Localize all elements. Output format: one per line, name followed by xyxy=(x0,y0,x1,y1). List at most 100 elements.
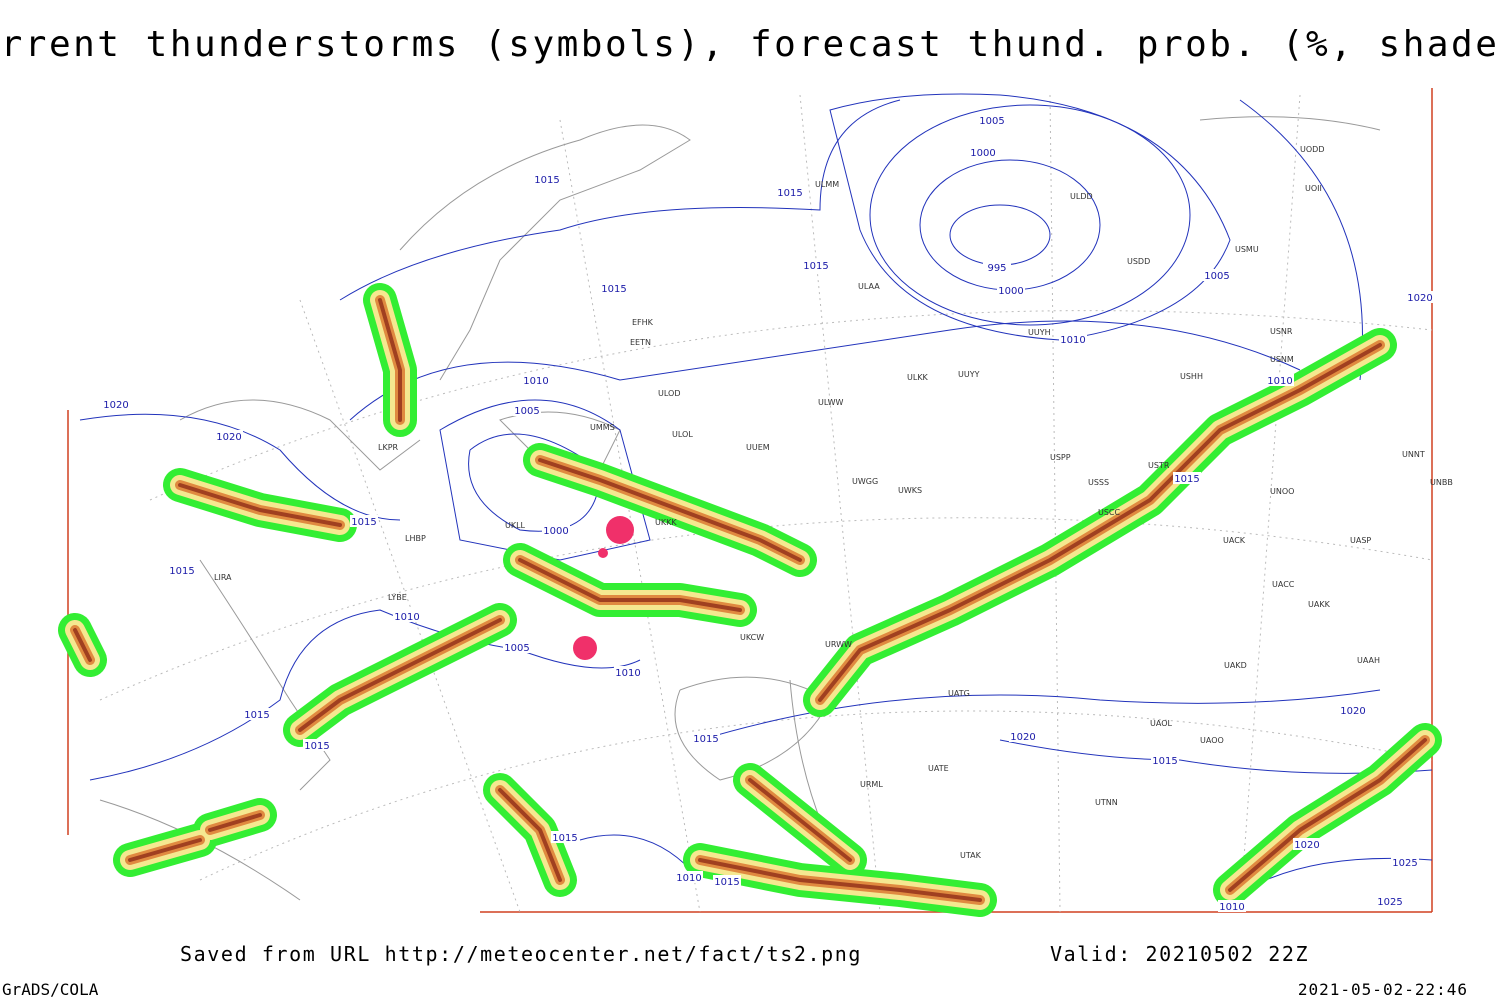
isobar-label-bg xyxy=(997,284,1025,296)
station-code: UTNN xyxy=(1095,798,1118,807)
isobar-label-bg xyxy=(983,261,1011,273)
isobar-label-bg xyxy=(675,871,703,883)
isobar-label: 1010 xyxy=(676,873,701,884)
isobar-label: 1015 xyxy=(693,734,718,745)
isobar-label: 1025 xyxy=(1392,858,1417,869)
station-code: USHH xyxy=(1180,372,1203,381)
isobar-label-bg xyxy=(513,404,541,416)
isobar-label: 1020 xyxy=(1294,840,1319,851)
isobar-label: 1015 xyxy=(534,175,559,186)
isobar-label: 1015 xyxy=(304,741,329,752)
station-code: UATE xyxy=(928,764,949,773)
isobar-label-bg xyxy=(551,831,579,843)
station-code: UACC xyxy=(1272,580,1295,589)
isobar-label-bg xyxy=(1266,374,1294,386)
station-code: UKCW xyxy=(740,633,764,642)
station-code: USCC xyxy=(1098,508,1121,517)
isobar-label: 1020 xyxy=(103,400,128,411)
isobar xyxy=(1239,99,1363,381)
isobar xyxy=(829,93,1231,341)
station-code: USTR xyxy=(1148,461,1170,470)
isobar-label: 1010 xyxy=(1219,902,1244,913)
graticule-line xyxy=(1239,94,1301,913)
probability-band xyxy=(818,343,1382,702)
isobar xyxy=(79,413,401,521)
isobar xyxy=(349,320,1301,421)
isobar-label: 1015 xyxy=(1152,756,1177,767)
isobar-label-bg xyxy=(243,708,271,720)
station-code: UNNT xyxy=(1402,450,1425,459)
station-code: UOII xyxy=(1305,184,1322,193)
probability-band xyxy=(698,858,982,902)
station-code: ULMM xyxy=(815,180,839,189)
station-code: LIRA xyxy=(214,573,232,582)
isobar-label-bg xyxy=(1376,895,1404,907)
probability-band xyxy=(73,628,92,662)
isobar-label: 1015 xyxy=(351,517,376,528)
isobar xyxy=(869,104,1191,326)
isobar-label: 1005 xyxy=(504,643,529,654)
probability-band xyxy=(518,558,742,612)
isobar-label: 1010 xyxy=(1060,335,1085,346)
graticule-line xyxy=(199,710,1433,881)
isobar-label: 1015 xyxy=(803,261,828,272)
station-code: UKLL xyxy=(505,521,526,530)
probability-band xyxy=(1228,738,1427,892)
station-code: UASP xyxy=(1350,536,1371,545)
isobar-label-bg xyxy=(1218,900,1246,912)
station-code: UAOO xyxy=(1200,736,1224,745)
isobar xyxy=(339,99,901,301)
software-credit: GrADS/COLA xyxy=(2,980,99,999)
station-code: UODD xyxy=(1300,145,1324,154)
map-area xyxy=(68,88,1432,912)
isobar-label: 1010 xyxy=(394,612,419,623)
station-code: LKPR xyxy=(378,443,399,452)
graticule-line xyxy=(799,94,881,913)
isobar-label-bg xyxy=(600,282,628,294)
station-code: UMMS xyxy=(590,423,615,432)
isobar-label-bg xyxy=(533,173,561,185)
station-code: ULWW xyxy=(818,398,843,407)
isobar-label-bg xyxy=(1203,269,1231,281)
station-code: USSS xyxy=(1088,478,1109,487)
isobar xyxy=(89,609,641,781)
isobar-label-bg xyxy=(776,186,804,198)
isobar-label: 1015 xyxy=(1174,474,1199,485)
isobar-label-bg xyxy=(1391,856,1419,868)
station-code: UAKK xyxy=(1308,600,1331,609)
station-code: UUYH xyxy=(1028,328,1051,337)
station-code: UWKS xyxy=(898,486,922,495)
isobar-label-bg xyxy=(542,524,570,536)
coastline xyxy=(179,399,421,471)
probability-band xyxy=(748,778,852,862)
probability-band xyxy=(498,788,562,882)
probability-band xyxy=(178,483,342,527)
station-code: UAAH xyxy=(1357,656,1380,665)
timestamp: 2021-05-02-22:46 xyxy=(1298,980,1468,999)
station-code: USMU xyxy=(1235,245,1259,254)
isobar-label-bg xyxy=(393,610,421,622)
isobar-label: 1010 xyxy=(615,668,640,679)
probability-band xyxy=(298,618,502,732)
station-code: USPP xyxy=(1050,453,1071,462)
station-code: UACK xyxy=(1223,536,1246,545)
station-code: URML xyxy=(860,780,883,789)
probability-band xyxy=(208,813,262,832)
map-title: Current thunderstorms (symbols), forecas… xyxy=(0,24,1500,65)
coastline xyxy=(199,559,331,791)
thunderstorm-probability xyxy=(58,283,1442,917)
probability-band xyxy=(378,298,402,422)
isobar-label-bg xyxy=(1151,754,1179,766)
station-code: UWGG xyxy=(852,477,878,486)
isobar-label-bg xyxy=(1406,291,1434,303)
coastline xyxy=(674,676,831,781)
isobar-label-bg xyxy=(692,732,720,744)
isobar-label-bg xyxy=(522,374,550,386)
station-code: LYBE xyxy=(388,593,407,602)
station-code: EFHK xyxy=(632,318,654,327)
station-code: UUYY xyxy=(958,370,980,379)
isobar-label: 995 xyxy=(987,263,1006,274)
isobar-label-bg xyxy=(1173,472,1201,484)
isobar-label: 1015 xyxy=(244,710,269,721)
isobar-label-bg xyxy=(168,564,196,576)
